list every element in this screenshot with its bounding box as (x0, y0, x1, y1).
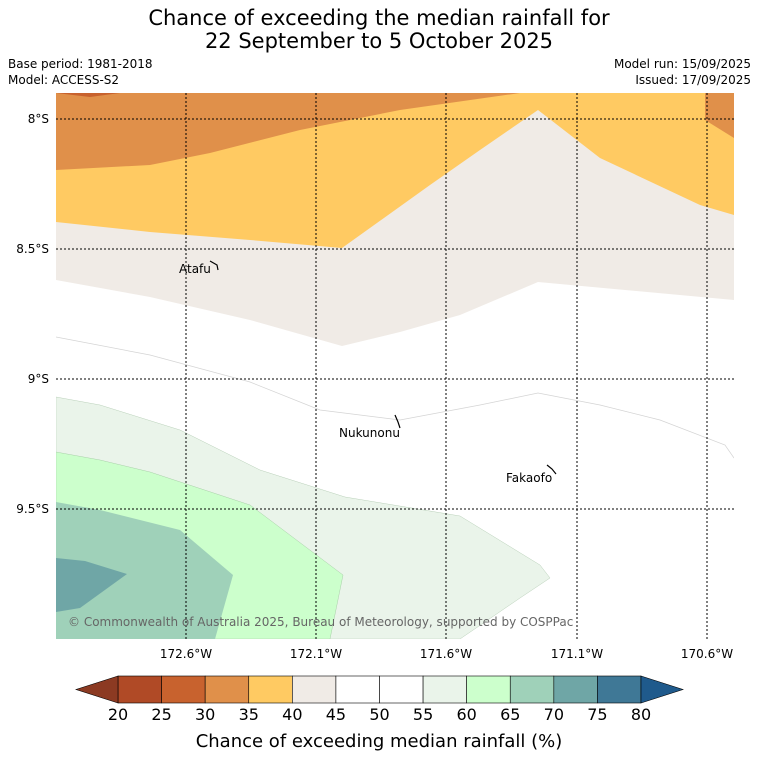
colorbar-swatch (553, 675, 598, 704)
lat-label-9-5s: 9.5°S (16, 502, 49, 516)
colorbar-tick-label: 70 (544, 705, 564, 724)
colorbar-tick-label: 65 (500, 705, 520, 724)
colorbar-tick-label: 40 (282, 705, 302, 724)
lat-label-8s: 8°S (28, 112, 49, 126)
band-30-35-east (705, 93, 734, 138)
colorbar-swatch (379, 675, 424, 704)
colorbar-swatch (422, 675, 467, 704)
colorbar-tick-label: 55 (413, 705, 433, 724)
colorbar-swatch (597, 675, 642, 704)
colorbar-under-arrow (75, 675, 119, 704)
lon-label-172-1w: 172.1°W (290, 647, 342, 661)
colorbar-over-arrow (640, 675, 684, 704)
model-run-label: Model run: 15/09/2025 (613, 57, 751, 71)
place-fakaofo: Fakaofo (506, 471, 552, 485)
copyright-notice: © Commonwealth of Australia 2025, Bureau… (68, 615, 573, 629)
contour-50 (56, 336, 734, 459)
rainfall-probability-map (56, 93, 734, 639)
colorbar-swatch (204, 675, 250, 704)
colorbar-swatch (117, 675, 162, 704)
lat-label-8-5s: 8.5°S (16, 242, 49, 256)
lon-label-171-1w: 171.1°W (551, 647, 603, 661)
colorbar-swatch (509, 675, 555, 704)
nukunonu-outline (394, 414, 401, 429)
colorbar-tick-label: 20 (108, 705, 128, 724)
issued-label: Issued: 17/09/2025 (635, 73, 751, 87)
colorbar-tick-label: 80 (631, 705, 651, 724)
atafu-outline (209, 260, 219, 271)
model-label: Model: ACCESS-S2 (8, 73, 120, 87)
band-25-30 (56, 93, 120, 97)
place-atafu: Atafu (179, 262, 211, 276)
base-period-label: Base period: 1981-2018 (8, 57, 153, 71)
fakaofo-outline (546, 464, 557, 475)
place-nukunonu: Nukunonu (339, 426, 400, 440)
colorbar-swatch (161, 675, 206, 704)
colorbar-swatch (248, 675, 293, 704)
lon-label-172-6w: 172.6°W (160, 647, 212, 661)
gridlines (56, 93, 734, 639)
lat-label-9s: 9°S (28, 372, 49, 386)
colorbar-tick-label: 25 (151, 705, 171, 724)
map-title-line1: Chance of exceeding the median rainfall … (148, 6, 610, 30)
colorbar-swatch (466, 675, 511, 704)
band-30-35-west (56, 93, 520, 170)
colorbar-tick-label: 60 (456, 705, 476, 724)
colorbar-swatch (335, 675, 380, 704)
colorbar-tick-label: 45 (326, 705, 346, 724)
colorbar: 20 25 30 35 40 45 50 55 60 65 70 75 80 (75, 675, 684, 724)
colorbar-tick-label: 35 (239, 705, 259, 724)
lon-label-170-6w: 170.6°W (681, 647, 733, 661)
colorbar-tick-label: 30 (195, 705, 215, 724)
colorbar-swatch (292, 675, 337, 704)
map-title-line2: 22 September to 5 October 2025 (204, 29, 554, 53)
colorbar-tick-label: 50 (369, 705, 389, 724)
colorbar-tick-label: 75 (587, 705, 607, 724)
atoll-outlines (209, 260, 557, 475)
colorbar-title: Chance of exceeding median rainfall (%) (196, 731, 563, 752)
band-65-70 (56, 502, 233, 639)
lon-label-171-6w: 171.6°W (420, 647, 472, 661)
band-70-75 (56, 558, 127, 612)
